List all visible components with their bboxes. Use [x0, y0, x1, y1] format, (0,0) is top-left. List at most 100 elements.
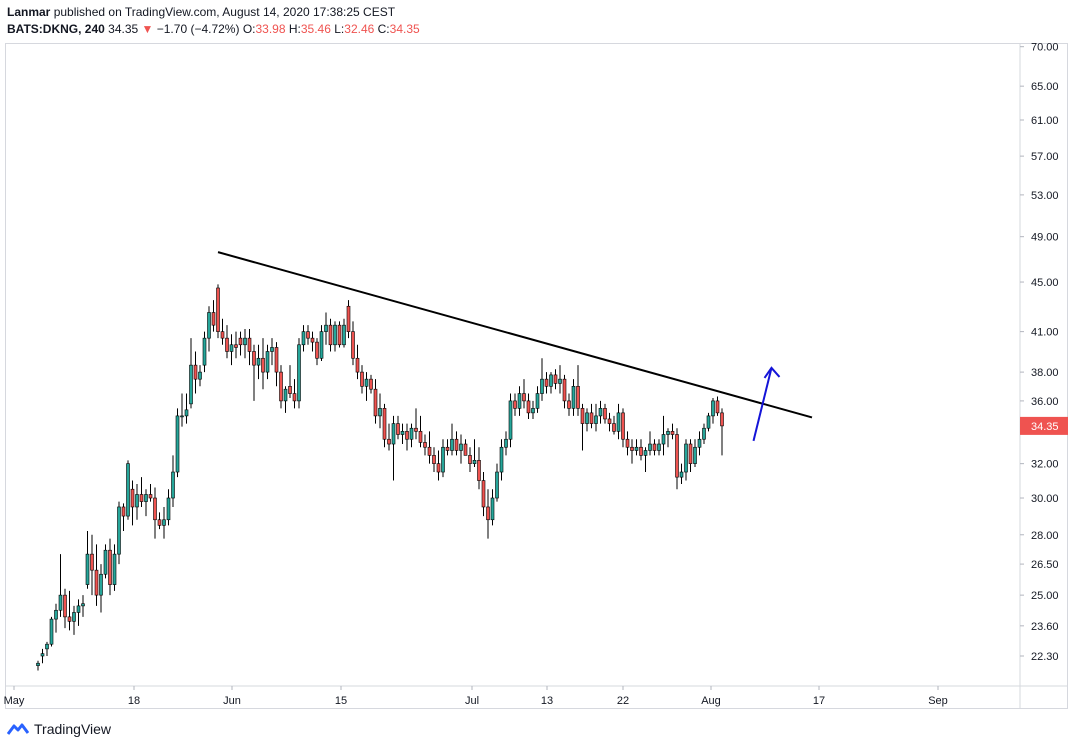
candle-body — [630, 446, 634, 451]
candle-body — [580, 408, 585, 424]
x-tick-label: 17 — [813, 695, 825, 707]
close-label: C: — [377, 22, 390, 36]
candle-body — [616, 412, 621, 432]
candle-body — [391, 423, 396, 445]
candle-body — [409, 427, 414, 440]
candle-body — [585, 412, 589, 424]
candle-body — [414, 427, 418, 432]
close-value: 34.35 — [389, 22, 420, 36]
y-tick-label: 49.00 — [1031, 232, 1059, 244]
candle-body — [364, 378, 369, 387]
trendline — [217, 251, 813, 419]
price-change: −1.70 (−4.72%) — [156, 22, 240, 36]
candle-body — [328, 324, 333, 346]
candle-body — [36, 662, 40, 666]
candle-body — [216, 287, 220, 332]
candle-body — [346, 305, 351, 332]
candle-body — [72, 612, 76, 622]
x-tick-label: May — [4, 695, 25, 707]
candle-body — [553, 374, 558, 384]
publish-info: Lanmar published on TradingView.com, Aug… — [7, 5, 395, 19]
candle-body — [234, 344, 238, 348]
candle-body — [139, 494, 144, 502]
candle-body — [576, 386, 580, 409]
candle-body — [355, 357, 360, 373]
candle-body — [594, 415, 598, 424]
candle-body — [306, 331, 310, 339]
last-price-tag — [1020, 416, 1068, 435]
candle-body — [58, 594, 63, 611]
candle-body — [324, 324, 328, 332]
brand-name: TradingView — [34, 721, 112, 737]
candle-body — [603, 408, 607, 420]
candle-body — [45, 643, 49, 650]
candle-body — [562, 378, 567, 402]
candle-body — [153, 497, 157, 521]
candle-body — [261, 357, 265, 373]
candle-body — [535, 393, 540, 409]
x-tick-label: 18 — [128, 695, 140, 707]
y-tick-label: 30.00 — [1031, 493, 1059, 505]
candle-body — [720, 412, 724, 427]
candle-body — [171, 471, 175, 499]
candle-body — [423, 442, 427, 448]
candle-body — [522, 393, 526, 402]
candle-body — [252, 351, 256, 366]
candle-body — [193, 364, 198, 380]
candle-body — [225, 337, 229, 352]
candle-body — [711, 400, 715, 417]
x-tick-label: 22 — [617, 695, 629, 707]
candle-body — [148, 494, 153, 499]
candle-body — [81, 603, 85, 607]
y-tick-label: 22.30 — [1031, 651, 1059, 663]
y-tick-label: 57.00 — [1031, 151, 1059, 163]
candle-body — [441, 446, 445, 473]
last-price-tag-label: 34.35 — [1031, 421, 1059, 433]
candle-body — [531, 408, 535, 414]
candle-body — [310, 337, 315, 343]
up-arrow-head — [763, 366, 781, 379]
candle-body — [468, 455, 472, 464]
candle-body — [405, 431, 409, 440]
y-tick-label: 45.00 — [1031, 277, 1059, 289]
candle-body — [360, 371, 364, 387]
candle-body — [175, 415, 180, 473]
candle-body — [436, 463, 441, 473]
candle-body — [661, 434, 666, 445]
candle-body — [666, 431, 670, 435]
publisher-name[interactable]: Lanmar — [7, 5, 51, 19]
candle-body — [544, 378, 549, 387]
candle-body — [121, 506, 126, 517]
y-tick-label: 41.00 — [1031, 327, 1059, 339]
candle-body — [265, 351, 270, 373]
footer-brand[interactable]: TradingView — [7, 721, 111, 737]
candle-body — [387, 438, 391, 445]
candle-body — [283, 388, 288, 402]
candle-body — [202, 337, 207, 366]
candle-body — [459, 443, 463, 451]
y-tick-label: 32.00 — [1031, 459, 1059, 471]
candle-body — [256, 357, 261, 366]
candle-body — [292, 393, 297, 402]
y-tick-label: 65.00 — [1031, 81, 1059, 93]
candle-body — [499, 446, 504, 473]
candle-body — [337, 324, 342, 346]
candle-body — [198, 371, 202, 380]
candle-body — [670, 431, 675, 435]
y-tick-label: 26.50 — [1031, 559, 1059, 571]
candle-body — [270, 347, 274, 352]
down-triangle-icon: ▼ — [141, 22, 154, 36]
candle-body — [549, 374, 553, 387]
candle-body — [652, 443, 657, 451]
candle-body — [382, 408, 387, 440]
candle-body — [481, 480, 486, 508]
candle-body — [450, 438, 454, 451]
candle-body — [229, 344, 234, 352]
candle-body — [211, 312, 216, 326]
high-value: 35.46 — [300, 22, 331, 36]
candle-body — [103, 549, 108, 575]
candle-body — [54, 609, 58, 620]
candle-body — [108, 549, 112, 585]
candle-body — [117, 506, 121, 555]
